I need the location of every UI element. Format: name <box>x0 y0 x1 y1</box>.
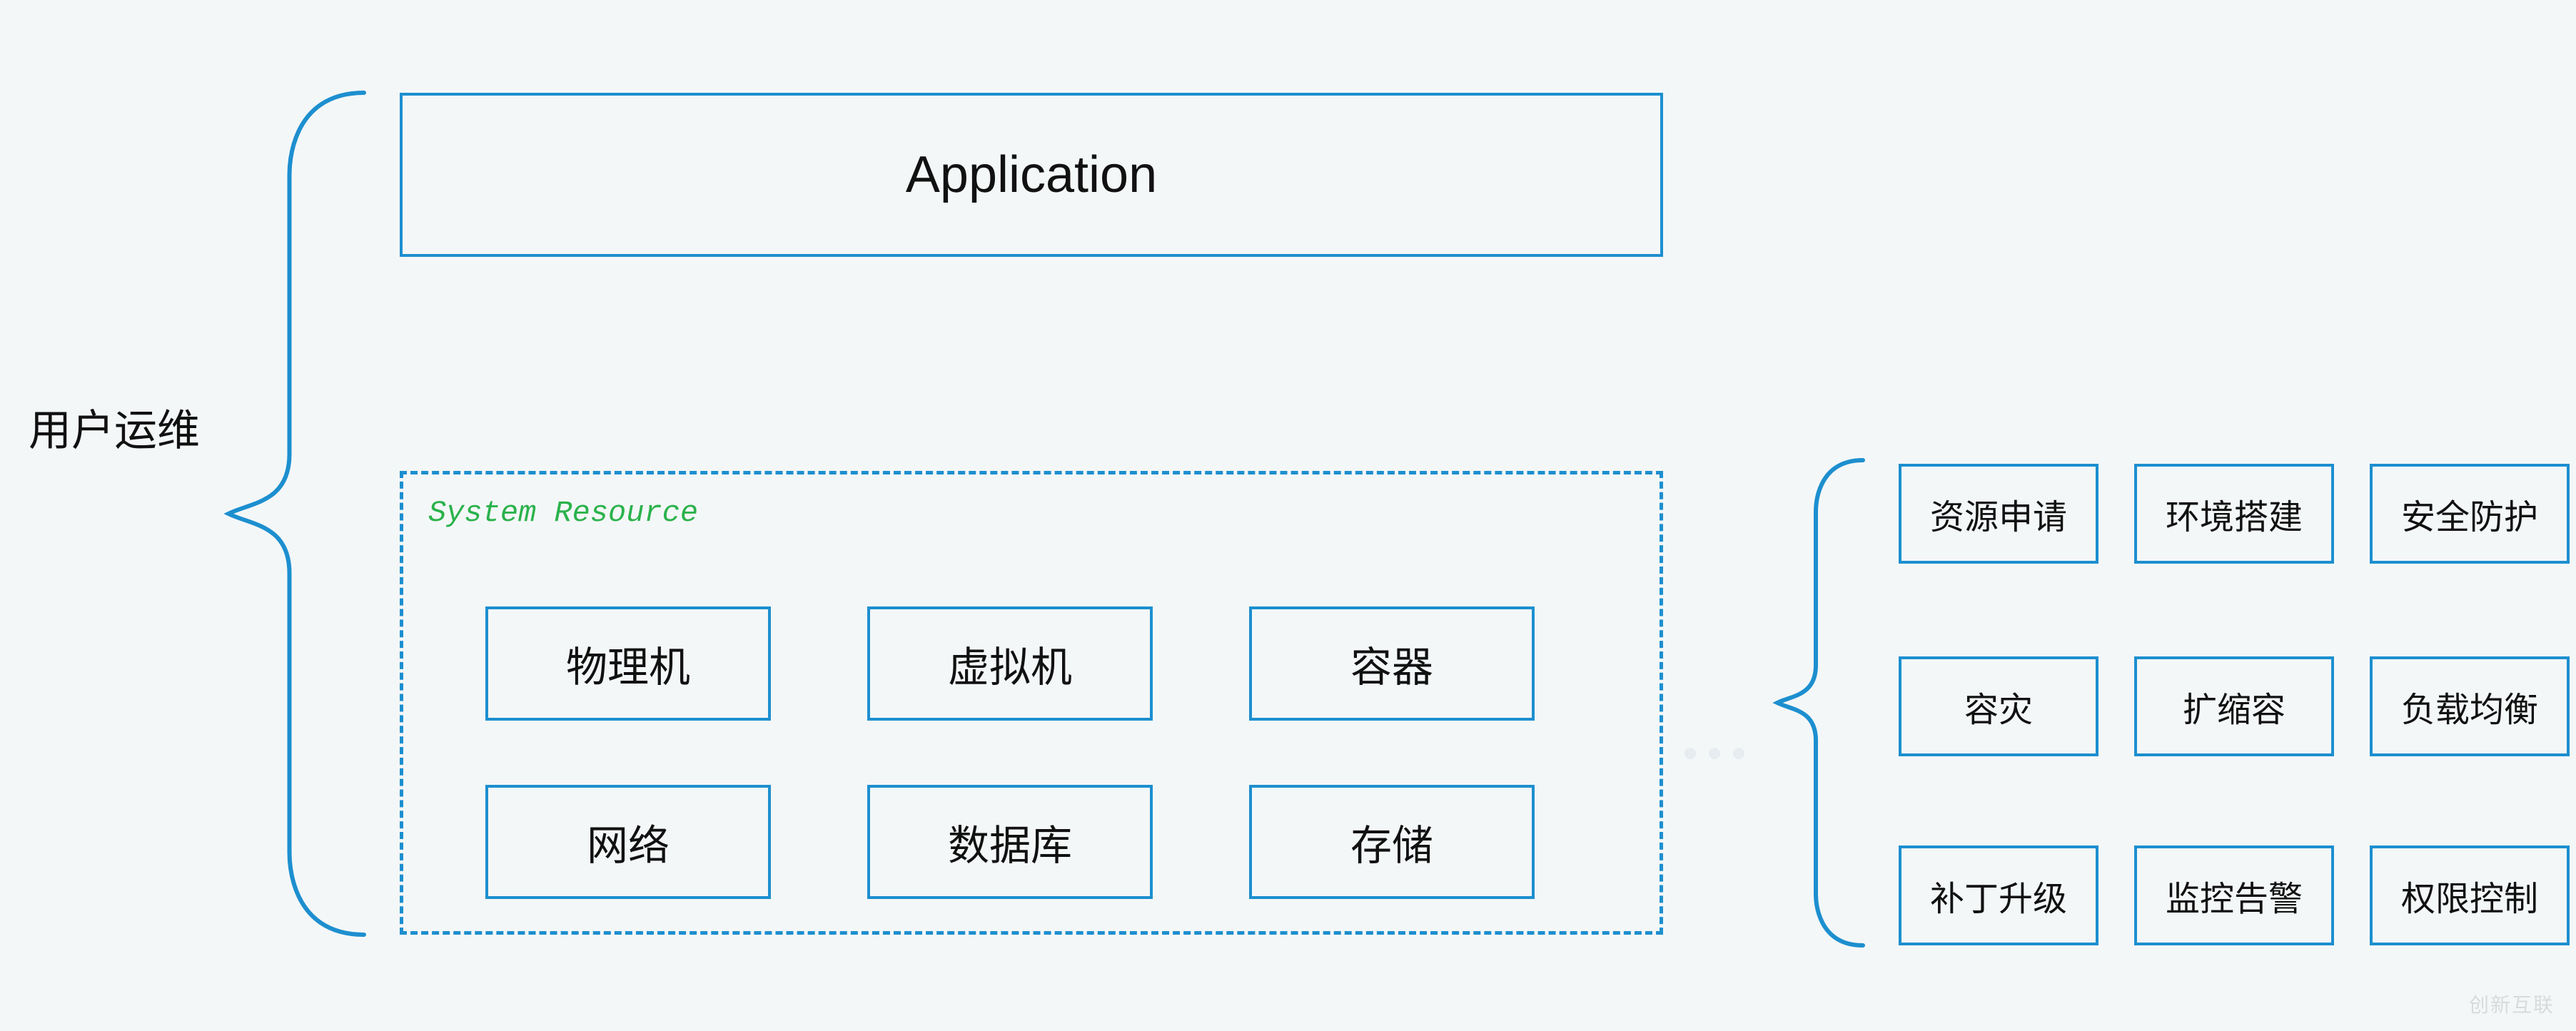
application-box: Application <box>400 93 1663 257</box>
resource-box: 存储 <box>1249 785 1535 899</box>
ops-task-box: 扩缩容 <box>2134 656 2334 756</box>
resource-box-label: 数据库 <box>948 812 1072 872</box>
ops-task-box: 容灾 <box>1899 656 2098 756</box>
ops-task-label: 权限控制 <box>2401 870 2538 920</box>
ops-task-label: 监控告警 <box>2166 870 2303 920</box>
ops-task-box: 环境搭建 <box>2134 464 2334 564</box>
ops-task-label: 容灾 <box>1964 681 2033 731</box>
ops-task-label: 扩缩容 <box>2183 681 2285 731</box>
resource-box: 数据库 <box>867 785 1153 899</box>
dot-icon <box>1709 748 1720 759</box>
resource-box-label: 存储 <box>1350 812 1433 872</box>
resource-box-label: 物理机 <box>566 634 690 694</box>
watermark: 创新互联 <box>2469 990 2555 1018</box>
system-resource-label: System Resource <box>428 496 698 530</box>
ops-task-box: 权限控制 <box>2370 845 2570 945</box>
resource-box: 网络 <box>485 785 771 899</box>
diagram-canvas: 用户运维 Application System Resource 物理机 虚拟机 容器网络… <box>0 0 2576 1031</box>
resource-box-label: 容器 <box>1350 634 1433 694</box>
ops-task-label: 环境搭建 <box>2166 489 2303 539</box>
left-main-label: 用户运维 <box>29 396 200 458</box>
ops-task-label: 安全防护 <box>2401 489 2538 539</box>
resource-box: 虚拟机 <box>867 606 1153 721</box>
ops-task-box: 安全防护 <box>2370 464 2570 564</box>
ops-task-label: 补丁升级 <box>1930 870 2067 920</box>
ops-task-box: 资源申请 <box>1899 464 2098 564</box>
application-box-label: Application <box>906 146 1157 204</box>
resource-box: 容器 <box>1249 606 1535 721</box>
left-brace-icon <box>228 93 364 935</box>
ops-task-label: 资源申请 <box>1930 489 2067 539</box>
right-brace-icon <box>1777 460 1863 945</box>
ops-task-box: 负载均衡 <box>2370 656 2570 756</box>
resource-box-label: 虚拟机 <box>948 634 1072 694</box>
resource-box: 物理机 <box>485 606 771 721</box>
dot-icon <box>1684 748 1696 759</box>
ops-task-box: 补丁升级 <box>1899 845 2098 945</box>
dot-icon <box>1733 748 1744 759</box>
ellipsis-icon <box>1684 748 1744 759</box>
ops-task-box: 监控告警 <box>2134 845 2334 945</box>
resource-box-label: 网络 <box>587 812 670 872</box>
ops-task-label: 负载均衡 <box>2401 681 2538 731</box>
